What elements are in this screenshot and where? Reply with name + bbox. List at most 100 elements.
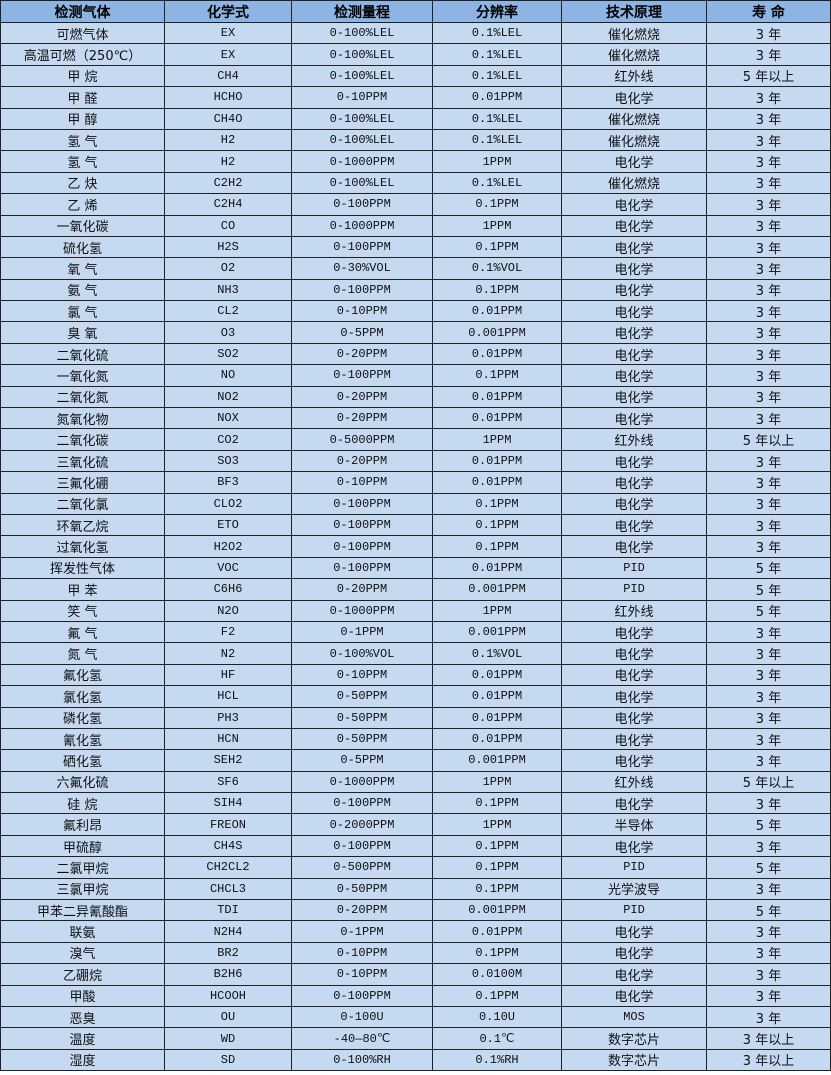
range-cell: 0-100PPM (291, 278, 433, 302)
lifespan-cell: 3 年 (706, 235, 831, 259)
table-row: 挥发性气体 VOC 0-100PPM 0.01PPM PID 5 年 (0, 556, 831, 580)
formula-cell: HCHO (164, 86, 292, 109)
range-cell: -40—80℃ (291, 1027, 433, 1050)
range-cell: 0-100%RH (291, 1048, 433, 1072)
principle-cell: 光学波导 (561, 877, 707, 901)
gas-name-cell: 甲酸 (0, 984, 165, 1007)
gas-name-cell: 乙 炔 (0, 171, 165, 195)
gas-name-cell: 甲硫醇 (0, 834, 165, 858)
lifespan-cell: 3 年 (706, 342, 831, 366)
lifespan-cell: 3 年 (706, 792, 831, 815)
table-row: 六氟化硫 SF6 0-1000PPM 1PPM 红外线 5 年以上 (0, 770, 831, 794)
table-row: 乙 炔 C2H2 0-100%LEL 0.1%LEL 催化燃烧 3 年 (0, 171, 831, 195)
table-row: 氰化氢 HCN 0-50PPM 0.01PPM 电化学 3 年 (0, 727, 831, 751)
resolution-cell: 0.01PPM (432, 727, 562, 751)
lifespan-cell: 5 年 (706, 556, 831, 580)
table-row: 甲 醇 CH4O 0-100%LEL 0.1%LEL 催化燃烧 3 年 (0, 107, 831, 130)
gas-name-cell: 挥发性气体 (0, 556, 165, 580)
resolution-cell: 0.1%LEL (432, 171, 562, 195)
table-row: 氟化氢 HF 0-10PPM 0.01PPM 电化学 3 年 (0, 663, 831, 687)
principle-cell: 电化学 (561, 235, 707, 259)
gas-name-cell: 氟化氢 (0, 663, 165, 687)
lifespan-cell: 3 年 (706, 300, 831, 323)
gas-name-cell: 甲苯二异氰酸酯 (0, 899, 165, 922)
gas-name-cell: 过氧化氢 (0, 535, 165, 558)
resolution-cell: 0.1PPM (432, 877, 562, 901)
principle-cell: 红外线 (561, 64, 707, 88)
formula-cell: BF3 (164, 471, 292, 494)
table-row: 甲硫醇 CH4S 0-100PPM 0.1PPM 电化学 3 年 (0, 834, 831, 858)
header-principle: 技术原理 (561, 0, 707, 23)
resolution-cell: 0.1PPM (432, 856, 562, 879)
table-row: 氮 气 N2 0-100%VOL 0.1%VOL 电化学 3 年 (0, 642, 831, 665)
range-cell: 0-5PPM (291, 321, 433, 344)
principle-cell: 电化学 (561, 471, 707, 494)
gas-name-cell: 笑 气 (0, 599, 165, 622)
range-cell: 0-1000PPM (291, 150, 433, 173)
formula-cell: B2H6 (164, 963, 292, 986)
table-row: 三氧化硫 SO3 0-20PPM 0.01PPM 电化学 3 年 (0, 449, 831, 473)
table-row: 笑 气 N2O 0-1000PPM 1PPM 红外线 5 年 (0, 599, 831, 622)
principle-cell: 电化学 (561, 749, 707, 772)
gas-name-cell: 环氧乙烷 (0, 513, 165, 537)
table-row: 乙 烯 C2H4 0-100PPM 0.1PPM 电化学 3 年 (0, 193, 831, 216)
formula-cell: CH2CL2 (164, 856, 292, 879)
formula-cell: TDI (164, 899, 292, 922)
formula-cell: NH3 (164, 278, 292, 302)
table-row: 氢 气 H2 0-1000PPM 1PPM 电化学 3 年 (0, 150, 831, 173)
resolution-cell: 0.01PPM (432, 663, 562, 687)
principle-cell: 电化学 (561, 685, 707, 708)
gas-name-cell: 氯化氢 (0, 685, 165, 708)
formula-cell: C2H4 (164, 193, 292, 216)
gas-name-cell: 二氧化氯 (0, 492, 165, 515)
table-row: 二氯甲烷 CH2CL2 0-500PPM 0.1PPM PID 5 年 (0, 856, 831, 879)
gas-name-cell: 氟利昂 (0, 813, 165, 836)
formula-cell: SD (164, 1048, 292, 1072)
resolution-cell: 0.1PPM (432, 235, 562, 259)
principle-cell: 催化燃烧 (561, 128, 707, 152)
principle-cell: 催化燃烧 (561, 107, 707, 130)
formula-cell: CL2 (164, 300, 292, 323)
range-cell: 0-1000PPM (291, 770, 433, 794)
principle-cell: 数字芯片 (561, 1048, 707, 1072)
lifespan-cell: 3 年 (706, 685, 831, 708)
formula-cell: H2O2 (164, 535, 292, 558)
gas-name-cell: 甲 醛 (0, 86, 165, 109)
gas-name-cell: 氢 气 (0, 128, 165, 152)
resolution-cell: 0.1%LEL (432, 128, 562, 152)
resolution-cell: 0.01PPM (432, 556, 562, 580)
table-row: 氯化氢 HCL 0-50PPM 0.01PPM 电化学 3 年 (0, 685, 831, 708)
table-row: 氟 气 F2 0-1PPM 0.001PPM 电化学 3 年 (0, 620, 831, 644)
range-cell: 0-100PPM (291, 834, 433, 858)
range-cell: 0-100PPM (291, 792, 433, 815)
resolution-cell: 0.1PPM (432, 535, 562, 558)
formula-cell: CH4O (164, 107, 292, 130)
table-row: 环氧乙烷 ETO 0-100PPM 0.1PPM 电化学 3 年 (0, 513, 831, 537)
formula-cell: C6H6 (164, 578, 292, 601)
lifespan-cell: 3 年 (706, 620, 831, 644)
resolution-cell: 0.1%LEL (432, 107, 562, 130)
range-cell: 0-20PPM (291, 578, 433, 601)
resolution-cell: 0.01PPM (432, 342, 562, 366)
table-row: 二氧化硫 SO2 0-20PPM 0.01PPM 电化学 3 年 (0, 342, 831, 366)
lifespan-cell: 3 年 (706, 107, 831, 130)
table-row: 一氧化碳 CO 0-1000PPM 1PPM 电化学 3 年 (0, 214, 831, 237)
gas-name-cell: 恶臭 (0, 1005, 165, 1029)
principle-cell: 电化学 (561, 620, 707, 644)
formula-cell: N2H4 (164, 920, 292, 943)
lifespan-cell: 5 年 (706, 599, 831, 622)
principle-cell: PID (561, 556, 707, 580)
table-row: 甲酸 HCOOH 0-100PPM 0.1PPM 电化学 3 年 (0, 984, 831, 1007)
table-row: 氧 气 O2 0-30%VOL 0.1%VOL 电化学 3 年 (0, 257, 831, 280)
header-lifespan: 寿 命 (706, 0, 831, 23)
range-cell: 0-100PPM (291, 235, 433, 259)
principle-cell: 电化学 (561, 513, 707, 537)
formula-cell: WD (164, 1027, 292, 1050)
lifespan-cell: 3 年 (706, 877, 831, 901)
table-row: 溴气 BR2 0-10PPM 0.1PPM 电化学 3 年 (0, 941, 831, 965)
lifespan-cell: 5 年以上 (706, 428, 831, 451)
range-cell: 0-100PPM (291, 513, 433, 537)
lifespan-cell: 3 年 (706, 663, 831, 687)
gas-name-cell: 高温可燃（250℃） (0, 43, 165, 66)
formula-cell: SO2 (164, 342, 292, 366)
